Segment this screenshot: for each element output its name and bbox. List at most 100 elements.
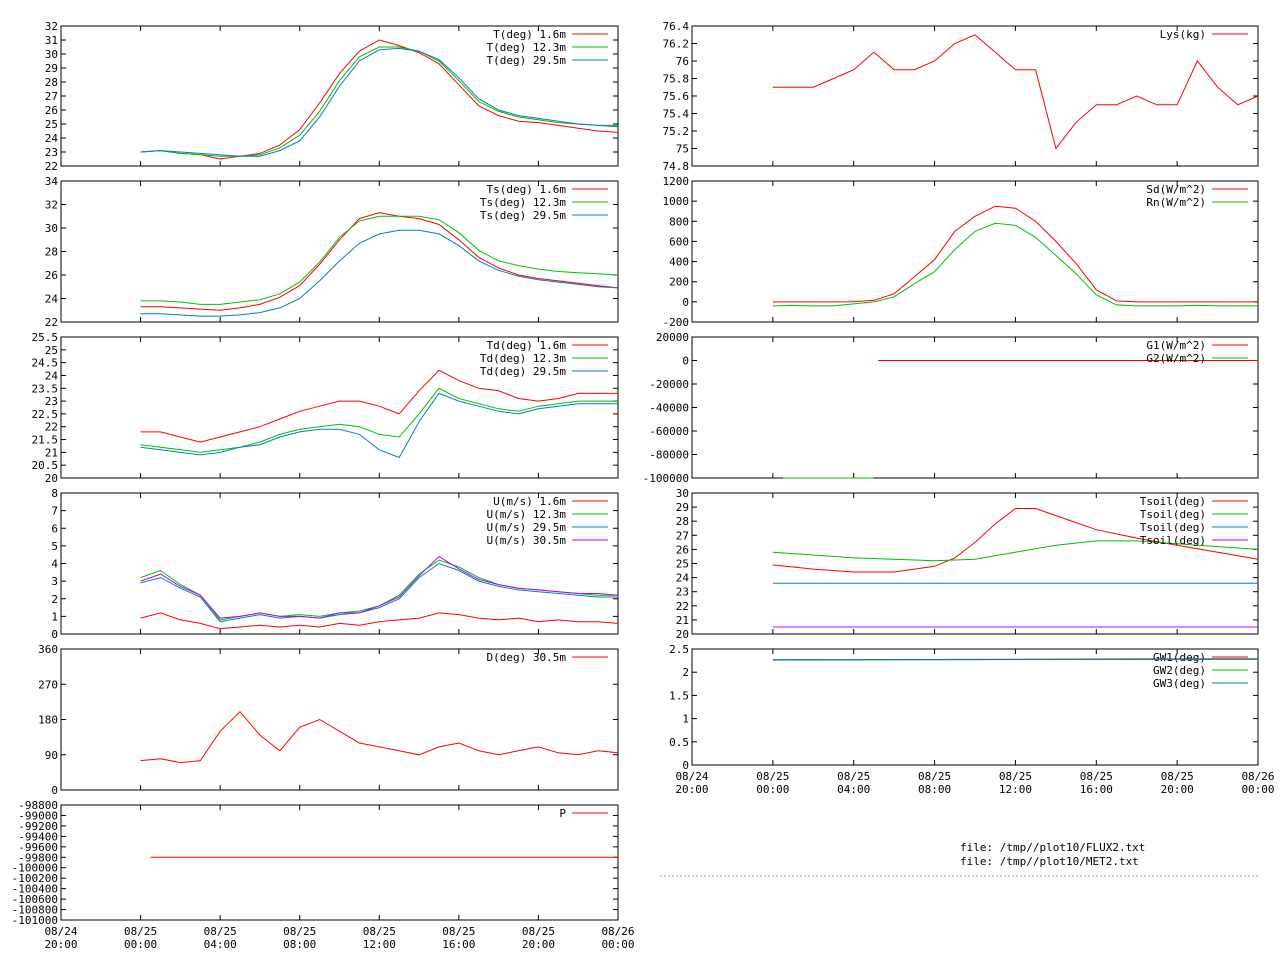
y-tick-label: -99200: [18, 820, 58, 833]
y-tick-label: 20: [676, 628, 689, 641]
y-tick-label: 75.2: [663, 125, 690, 138]
y-tick-label: 28: [676, 515, 689, 528]
panel-5: 0 90 180 270 360 D(deg) 30.5m: [38, 643, 619, 797]
x-tick-label: 08/25: [756, 770, 789, 783]
y-tick-label: -100800: [12, 904, 58, 917]
y-tick-label: 34: [45, 175, 59, 188]
y-tick-label: 74.8: [663, 160, 690, 173]
y-tick-label: 1200: [663, 175, 690, 188]
y-tick-label: -98800: [18, 799, 58, 812]
y-tick-label: 75: [676, 143, 689, 156]
y-tick-label: 23: [45, 146, 58, 159]
y-tick-label: 24: [676, 572, 690, 585]
y-tick-label: 26: [45, 269, 58, 282]
x-tick-label: 08/25: [1161, 770, 1194, 783]
y-tick-label: 25: [676, 558, 689, 571]
legend-label: U(m/s) 1.6m: [493, 495, 566, 508]
panel-frame: [691, 25, 1259, 167]
x-tick-label: 08/26: [601, 925, 634, 938]
x-tick-label: 08/25: [918, 770, 951, 783]
y-tick-label: -100200: [12, 872, 58, 885]
y-tick-label: 0: [682, 355, 689, 368]
y-tick-label: 25: [45, 344, 58, 357]
series-line: [140, 555, 619, 619]
legend-label: Lys(kg): [1160, 28, 1206, 41]
y-tick-label: 1: [682, 713, 689, 726]
x-tick-label: 20:00: [1161, 783, 1194, 796]
legend-label: Td(deg) 29.5m: [480, 365, 566, 378]
y-tick-label: 3: [51, 575, 58, 588]
y-tick-label: 30: [676, 487, 689, 500]
y-tick-label: 1: [51, 610, 58, 623]
series-line: [772, 205, 1258, 303]
y-tick-label: 0: [682, 759, 689, 772]
y-tick-label: -20000: [649, 378, 689, 391]
series-line: [772, 508, 1259, 573]
y-tick-label: 400: [669, 256, 689, 269]
x-tick-label: 16:00: [442, 938, 475, 951]
y-tick-label: 24: [45, 369, 59, 382]
series-line: [140, 212, 619, 311]
y-tick-label: 26: [676, 543, 689, 556]
x-tick-label: 08/25: [124, 925, 157, 938]
y-tick-label: 90: [45, 749, 58, 762]
y-tick-label: -80000: [649, 449, 689, 462]
y-tick-label: -60000: [649, 425, 689, 438]
x-tick-label: 08/26: [1241, 770, 1274, 783]
y-tick-label: 1.5: [669, 689, 689, 702]
series-line: [140, 369, 618, 443]
panel-11: 00.511.522.508/2420:0008/2500:0008/2504:…: [669, 643, 1274, 796]
y-tick-label: 28: [45, 76, 58, 89]
legend-label: GW2(deg): [1153, 664, 1206, 677]
y-tick-label: 23: [676, 586, 689, 599]
panel-7: 74.8 75 75.2 75.4 75.6 75.8 76 76.2 76.4 Lys(kg): [663, 20, 1259, 173]
y-tick-label: 2: [51, 593, 58, 606]
panel-frame: [691, 648, 1259, 766]
y-tick-label: 24: [45, 293, 59, 306]
x-tick-label: 00:00: [601, 938, 634, 951]
y-tick-label: 31: [45, 34, 58, 47]
x-tick-label: 08/25: [522, 925, 555, 938]
legend-label: T(deg) 1.6m: [493, 28, 566, 41]
series-line: [140, 47, 619, 157]
legend-label: Rn(W/m^2): [1146, 196, 1206, 209]
y-tick-label: 22: [45, 316, 58, 329]
y-tick-label: 0: [682, 296, 689, 309]
y-tick-label: 800: [669, 215, 689, 228]
series-line: [140, 46, 618, 157]
y-tick-label: 23.5: [32, 382, 59, 395]
y-tick-label: 0: [51, 784, 58, 797]
y-tick-label: -99800: [18, 851, 58, 864]
series-line: [140, 387, 618, 453]
panel-4: 0 1 2 3 4 5 6 7 8 U(m/s) 1.6mU(m/s) 12.3mU(m/s) 2…: [51, 487, 619, 641]
x-tick-label: 12:00: [363, 938, 396, 951]
y-tick-label: 27: [676, 529, 689, 542]
file-label-1: file: /tmp//plot10/FLUX2.txt: [960, 841, 1145, 854]
y-tick-label: 29: [676, 501, 689, 514]
y-tick-label: 1000: [663, 195, 690, 208]
y-tick-label: 26: [45, 104, 58, 117]
legend-label: Ts(deg) 12.3m: [480, 196, 566, 209]
x-tick-label: 08/25: [283, 925, 316, 938]
y-tick-label: 22: [45, 160, 58, 173]
y-tick-label: 5: [51, 540, 58, 553]
legend-label: T(deg) 12.3m: [487, 41, 567, 54]
x-tick-label: 20:00: [522, 938, 555, 951]
y-tick-label: 32: [45, 199, 58, 212]
y-tick-label: 7: [51, 505, 58, 518]
legend-label: G1(W/m^2): [1146, 339, 1206, 352]
x-tick-label: 04:00: [204, 938, 237, 951]
y-tick-label: 24.5: [32, 357, 59, 370]
series-line: [772, 658, 1259, 661]
x-tick-label: 00:00: [1241, 783, 1274, 796]
x-tick-label: 04:00: [837, 783, 870, 796]
legend-label: D(deg) 30.5m: [487, 651, 567, 664]
y-tick-label: 360: [38, 643, 58, 656]
y-tick-label: -100000: [12, 862, 58, 875]
y-tick-label: 180: [38, 714, 58, 727]
y-tick-label: 0: [51, 628, 58, 641]
series-line: [140, 39, 619, 160]
